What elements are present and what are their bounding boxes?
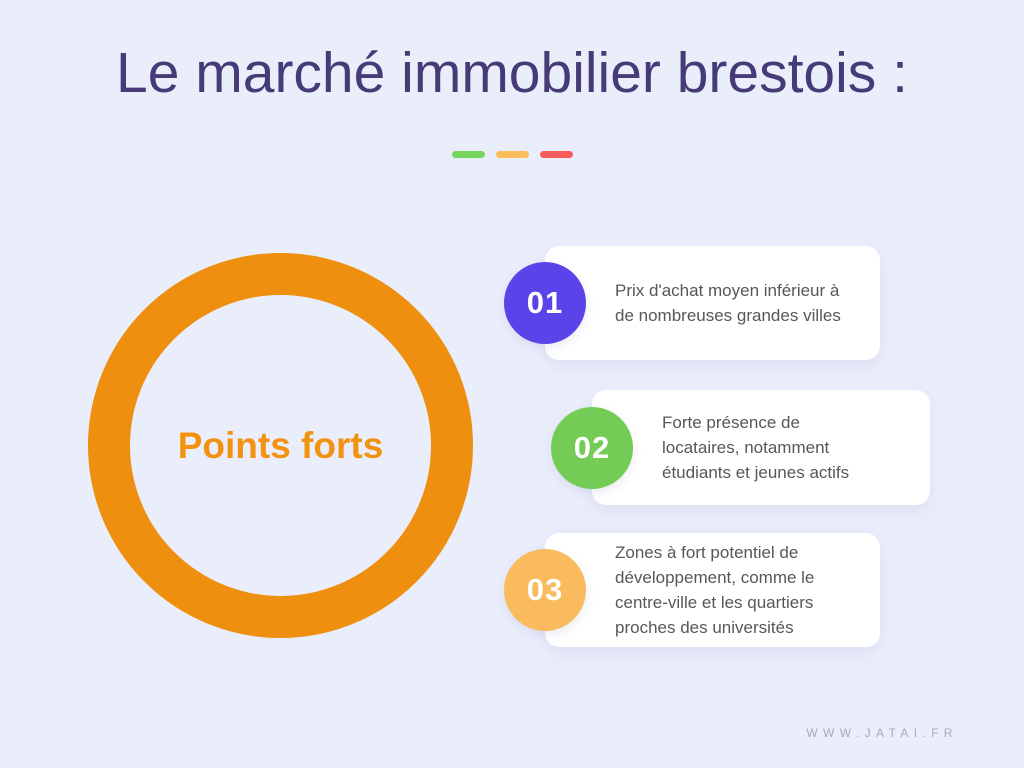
page-title: Le marché immobilier brestois : <box>116 41 908 105</box>
card-point-1: 01 Prix d'achat moyen inférieur à de nom… <box>504 246 880 360</box>
points-forts-ring: Points forts <box>88 253 473 638</box>
website-url: WWW.JATAI.FR <box>806 726 958 740</box>
point-text-2: Forte présence de locataires, notamment … <box>662 413 850 482</box>
number-badge-01: 01 <box>504 262 586 344</box>
point-text-3: Zones à fort potentiel de développement,… <box>615 543 815 637</box>
divider-dashes <box>0 151 1024 158</box>
divider-dash-orange <box>495 151 529 158</box>
card-point-3: 03 Zones à fort potentiel de développeme… <box>504 533 880 647</box>
point-text-1: Prix d'achat moyen inférieur à de nombre… <box>615 281 841 325</box>
divider-dash-green <box>451 151 485 158</box>
card-point-2: 02 Forte présence de locataires, notamme… <box>551 390 930 505</box>
number-badge-03: 03 <box>504 549 586 631</box>
points-forts-label: Points forts <box>177 424 384 466</box>
number-badge-02: 02 <box>551 406 633 489</box>
divider-dash-red <box>539 151 573 158</box>
